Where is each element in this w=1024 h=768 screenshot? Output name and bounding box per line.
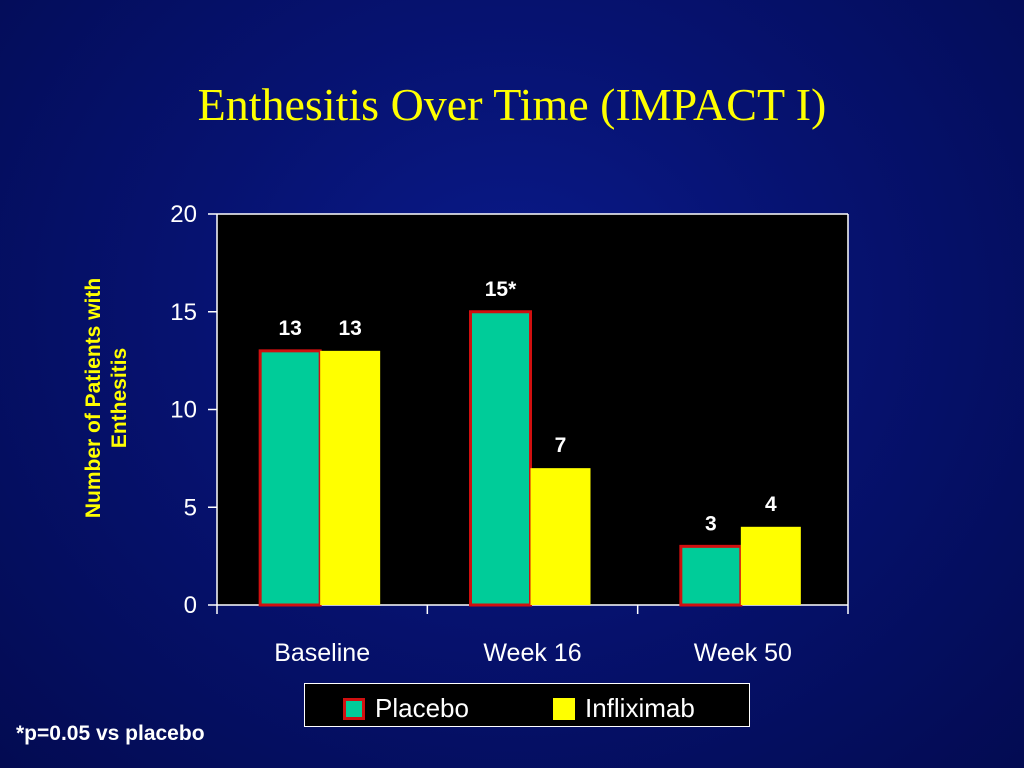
data-label: 13 (278, 317, 301, 340)
bars (258, 310, 801, 607)
legend: Placebo Infliximab (304, 683, 750, 727)
x-tick-label: Week 50 (694, 639, 792, 667)
y-tick-label: 15 (170, 299, 197, 326)
bar-placebo-week-50 (679, 544, 743, 607)
data-labels: 13 13 15* 7 3 4 (278, 278, 777, 536)
y-axis-title-line: Number of Patients with (82, 278, 105, 518)
legend-item-infliximab: Infliximab (553, 693, 695, 724)
legend-swatch-infliximab (553, 697, 575, 720)
data-label: 13 (338, 317, 361, 340)
legend-swatch-placebo (343, 697, 365, 720)
bar-infliximab-baseline (320, 350, 381, 605)
data-label: 7 (555, 434, 567, 457)
y-tick-label: 10 (170, 397, 197, 424)
slide-title: Enthesitis Over Time (IMPACT I) (197, 79, 827, 130)
legend-label-infliximab: Infliximab (585, 693, 695, 723)
bar-placebo-baseline (258, 349, 322, 607)
data-label: 4 (765, 493, 777, 516)
footnote: *p=0.05 vs placebo (16, 722, 205, 745)
x-tick-label: Week 16 (483, 639, 581, 667)
bar-placebo-week-16 (469, 310, 532, 607)
y-tick-label: 0 (184, 592, 197, 619)
y-axis-title: Number of Patients with Enthesitis (82, 278, 131, 518)
data-label: 15* (485, 278, 517, 301)
bar-infliximab-week-50 (740, 526, 801, 605)
axes: 0 5 10 15 20 Baseline Week 16 Week 50 (170, 201, 849, 667)
y-axis-title-line: Enthesitis (108, 348, 131, 448)
y-tick-label: 5 (184, 494, 197, 521)
legend-item-placebo: Placebo (343, 693, 469, 724)
y-axis-label: Number of Patients with Enthesitis (82, 278, 131, 518)
y-tick-label: 20 (170, 201, 197, 228)
x-tick-label: Baseline (274, 639, 370, 667)
bar-chart: Number of Patients with Enthesitis 0 5 10 15… (82, 201, 849, 667)
legend-label-placebo: Placebo (375, 693, 469, 723)
bar-infliximab-week-16 (530, 468, 591, 605)
data-label: 3 (705, 512, 717, 535)
